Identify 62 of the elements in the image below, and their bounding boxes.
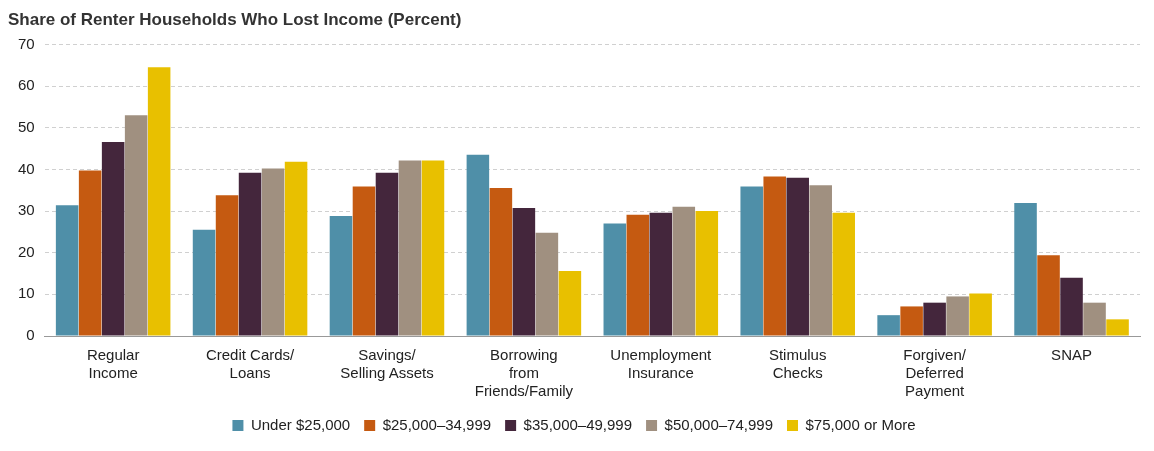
bar — [1060, 277, 1083, 336]
y-tick-label: 60 — [18, 76, 35, 94]
bar — [672, 206, 696, 336]
bar — [786, 177, 809, 336]
bar — [969, 293, 992, 336]
bar — [695, 211, 719, 336]
bar — [900, 306, 923, 336]
bar — [192, 229, 216, 336]
bar — [603, 223, 627, 336]
bar — [284, 161, 308, 336]
x-tick-label: Savings/ Selling Assets — [340, 346, 434, 382]
bar — [238, 172, 262, 336]
y-tick-label: 30 — [18, 201, 35, 219]
bar — [147, 67, 171, 336]
y-tick-label: 40 — [18, 159, 35, 177]
x-tick-label: Regular Income — [86, 346, 140, 382]
bar — [512, 208, 536, 336]
bar — [877, 315, 900, 336]
bar — [1014, 203, 1037, 336]
bar — [923, 302, 946, 336]
legend-label: $50,000–74,999 — [664, 415, 774, 433]
bar — [832, 212, 855, 336]
bar — [421, 160, 445, 336]
y-tick-label: 70 — [18, 34, 35, 52]
bar — [329, 216, 353, 336]
y-tick-label: 50 — [18, 117, 35, 135]
x-tick-label: Unemployment Insurance — [610, 346, 713, 382]
bar — [398, 160, 422, 336]
chart-title: Share of Renter Households Who Lost Income (Percent) — [8, 9, 462, 29]
x-tick-label: Borrowing from Friends/Family — [474, 346, 574, 400]
bar — [535, 232, 559, 336]
legend-label: $75,000 or More — [805, 415, 916, 433]
bar — [78, 170, 102, 336]
legend-label: $35,000–49,999 — [523, 415, 633, 433]
bar — [1083, 302, 1106, 336]
bar — [489, 188, 513, 336]
bar — [946, 296, 969, 336]
bar — [763, 176, 786, 336]
bar — [375, 172, 399, 336]
bar — [649, 212, 673, 336]
bar — [352, 186, 376, 336]
bar — [809, 185, 832, 336]
bar — [261, 168, 285, 336]
bar — [101, 141, 125, 336]
bar — [55, 205, 79, 336]
y-tick-label: 0 — [26, 326, 35, 344]
x-tick-label: Credit Cards/ Loans — [205, 346, 296, 382]
x-tick-label: SNAP — [1051, 346, 1092, 364]
bar — [626, 214, 650, 336]
legend-label: $25,000–34,999 — [382, 415, 492, 433]
bar — [558, 271, 582, 336]
bar — [466, 154, 490, 336]
bar — [124, 115, 148, 336]
bar — [1106, 319, 1129, 336]
bar — [215, 195, 239, 336]
x-tick-label: Stimulus Checks — [768, 346, 827, 382]
bar — [1037, 255, 1060, 336]
x-tick-label: Forgiven/ Deferred Payment — [903, 346, 967, 400]
bar — [740, 186, 763, 336]
y-tick-label: 10 — [18, 284, 35, 302]
legend-label: Under $25,000 — [250, 415, 351, 433]
y-tick-label: 20 — [18, 242, 35, 260]
